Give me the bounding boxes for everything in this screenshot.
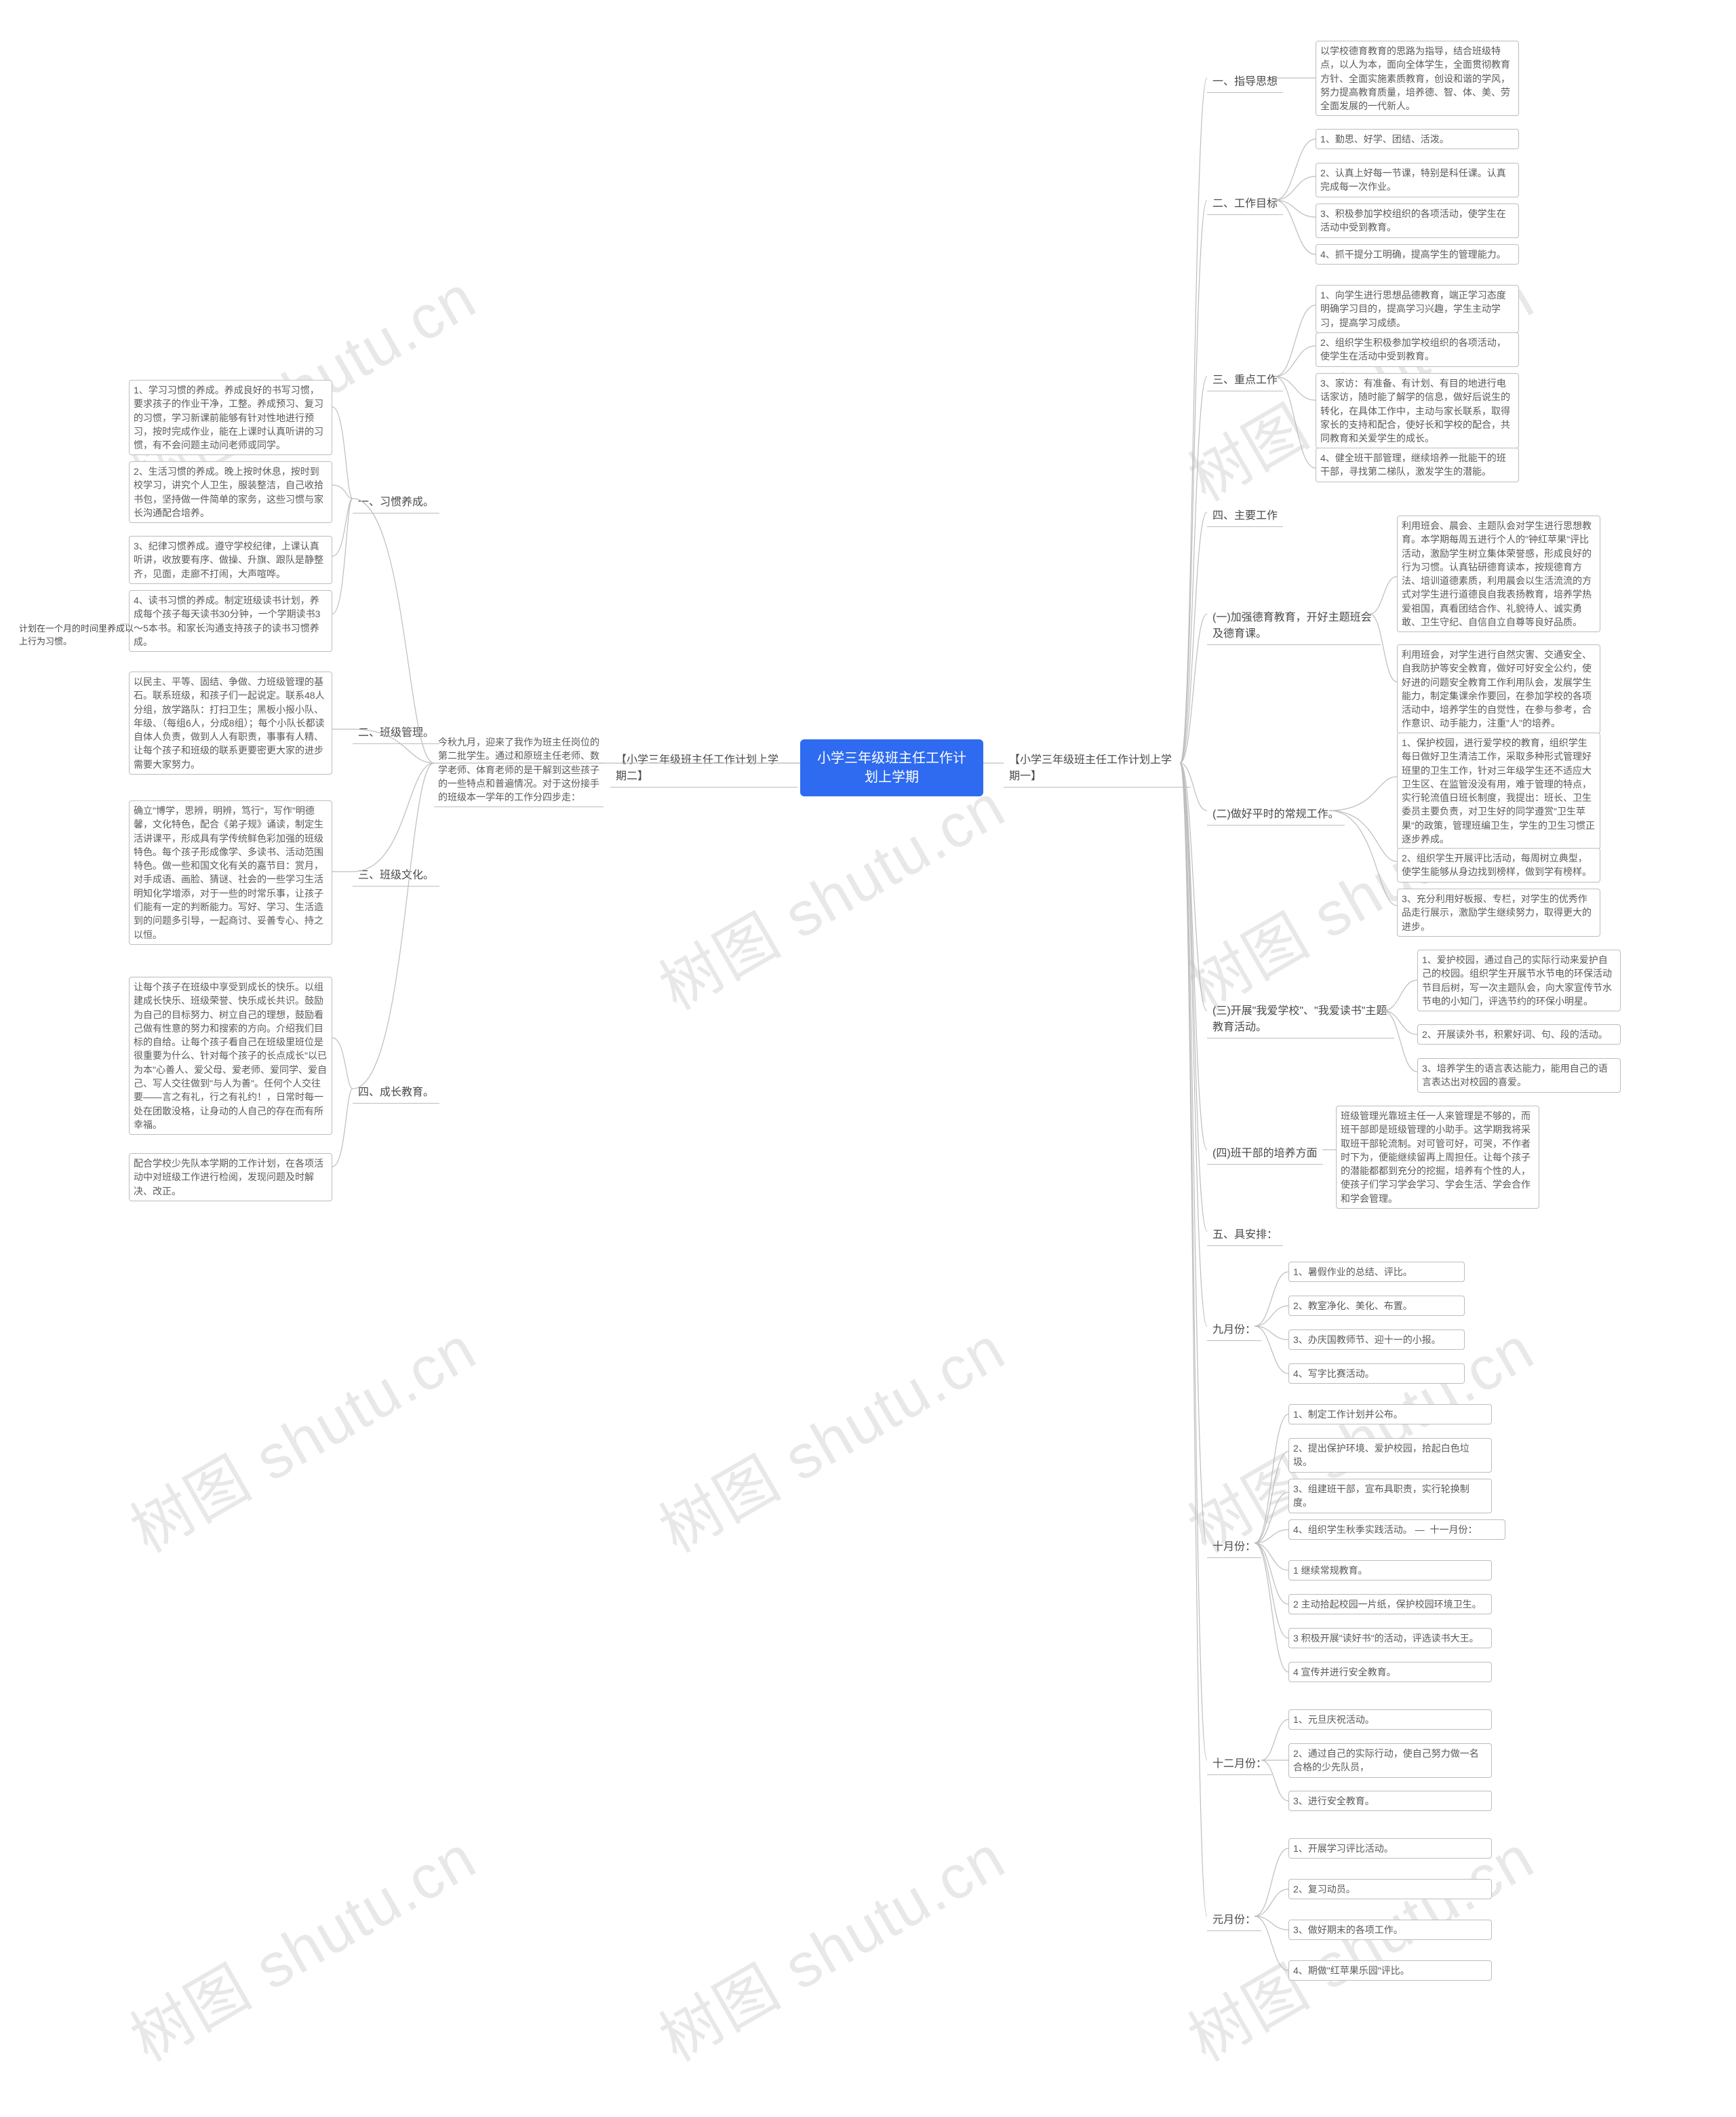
m9-label[interactable]: 九月份： xyxy=(1207,1316,1261,1341)
left-b1-item-0: 1、学习习惯的养成。养成良好的书写习惯，要求孩子的作业干净，工整。养成预习、复习… xyxy=(129,380,332,455)
left-b2[interactable]: 二、班级管理。 xyxy=(353,719,439,744)
r4a-i1: 利用班会，对学生进行自然灾害、交通安全、自我防护等安全教育，做好可好安全公约，使… xyxy=(1397,644,1600,734)
left-b4-item-0: 让每个孩子在班级中享受到成长的快乐。以组建成长快乐、班级荣誉、快乐成长共识。鼓励… xyxy=(129,977,332,1135)
m12-i1: 2、通过自己的实际行动，使自己努力做一名合格的少先队员， xyxy=(1288,1743,1492,1778)
m1-i1: 2、复习动员。 xyxy=(1288,1879,1492,1899)
r2-i0: 1、勤思、好学、团结、活泼。 xyxy=(1316,129,1519,149)
r2-i3: 4、抓干提分工明确，提高学生的管理能力。 xyxy=(1316,244,1519,265)
r1-text: 以学校德育教育的思路为指导，结合班级特点，以人为本，面向全体学生，全面贯彻教育方… xyxy=(1316,41,1519,116)
m1-i2: 3、做好期末的各项工作。 xyxy=(1288,1920,1492,1940)
r4c-i0: 1、爱护校园，通过自己的实际行动来爱护自己的校园。组织学生开展节水节电的环保活动… xyxy=(1417,950,1621,1011)
r4d-label[interactable]: (四)班干部的培养方面 xyxy=(1207,1140,1323,1165)
r2-label[interactable]: 二、工作目标 xyxy=(1207,190,1283,215)
left-b1-item-2: 3、纪律习惯养成。遵守学校纪律，上课认真听讲，收放要有序、做操、升旗、跟队是静整… xyxy=(129,536,332,584)
m10-i3: 4、组织学生秋季实践活动。 — 十一月份： xyxy=(1288,1519,1505,1540)
r4c-label[interactable]: (三)开展"我爱学校"、"我爱读书"主题教育活动。 xyxy=(1207,997,1394,1038)
r4b-i0: 1、保护校园，进行爱学校的教育，组织学生每日做好卫生清洁工作，采取多种形式管理好… xyxy=(1397,733,1600,849)
r3-i0: 1、向学生进行思想品德教育，端正学习态度明确学习目的，提高学习兴趣，学生主动学习… xyxy=(1316,285,1519,333)
r4c-i1: 2、开展读外书，积累好词、句、段的活动。 xyxy=(1417,1024,1621,1045)
left-b4-item-1: 配合学校少先队本学期的工作计划，在各项活动中对班级工作进行检阅，发现问题及时解决… xyxy=(129,1153,332,1201)
left-b1[interactable]: 一、习惯养成。 xyxy=(353,488,439,513)
left-conclusion: 计划在一个月的时间里养成以上行为习惯。 xyxy=(14,617,140,651)
m1-i0: 1、开展学习评比活动。 xyxy=(1288,1838,1492,1859)
m10-i1: 2、提出保护环境、爱护校园，拾起白色垃圾。 xyxy=(1288,1438,1492,1473)
left-parent[interactable]: 【小学三年级班主任工作计划上学 期二】 xyxy=(610,746,797,788)
watermark: 树图 shutu.cn xyxy=(641,758,1018,1026)
r2-i1: 2、认真上好每一节课，特别是科任课。认真完成每一次作业。 xyxy=(1316,163,1519,197)
left-b1-item-1: 2、生活习惯的养成。晚上按时休息，按时到校学习，讲究个人卫生，服装整洁，自己收拾… xyxy=(129,461,332,523)
left-b3[interactable]: 三、班级文化。 xyxy=(353,861,439,887)
r3-i1: 2、组织学生积极参加学校组织的各项活动，使学生在活动中受到教育。 xyxy=(1316,332,1519,367)
r4b-i1: 2、组织学生开展评比活动，每周树立典型，使学生能够从身边找到榜样，做到学有榜样。 xyxy=(1397,848,1600,882)
watermark: 树图 shutu.cn xyxy=(641,1300,1018,1569)
m12-i0: 1、元旦庆祝活动。 xyxy=(1288,1709,1492,1730)
watermark: 树图 shutu.cn xyxy=(641,1809,1018,2078)
left-intro: 今秋九月，迎来了我作为班主任岗位的第二批学生。通过和原班主任老师、数学老师、体育… xyxy=(434,733,604,807)
right-parent[interactable]: 【小学三年级班主任工作计划上学 期一】 xyxy=(1004,746,1191,788)
m10-i5: 2 主动拾起校园一片纸，保护校园环境卫生。 xyxy=(1288,1594,1492,1614)
m9-i3: 4、写字比赛活动。 xyxy=(1288,1363,1465,1384)
mindmap-canvas: { "meta": { "width": 2560, "height": 312… xyxy=(0,0,1736,2117)
r3-label[interactable]: 三、重点工作 xyxy=(1207,366,1283,391)
m12-i2: 3、进行安全教育。 xyxy=(1288,1791,1492,1811)
left-b1-item-3: 4、读书习惯的养成。制定班级读书计划，养成每个孩子每天读书30分钟，一个学期读书… xyxy=(129,590,332,652)
m9-i2: 3、办庆国教师节、迎十一的小报。 xyxy=(1288,1329,1465,1350)
r4b-i2: 3、充分利用好板报、专栏，对学生的优秀作品走行展示，激励学生继续努力，取得更大的… xyxy=(1397,889,1600,937)
r5-label[interactable]: 五、具安排： xyxy=(1207,1221,1283,1246)
m1-i3: 4、期做"红苹果乐园"评比。 xyxy=(1288,1960,1492,1981)
r4a-label[interactable]: (一)加强德育教育，开好主题班会及德育课。 xyxy=(1207,604,1381,645)
r2-i2: 3、积极参加学校组织的各项活动，使学生在活动中受到教育。 xyxy=(1316,203,1519,238)
r4c-i2: 3、培养学生的语言表达能力，能用自己的语言表达出对校园的喜爱。 xyxy=(1417,1058,1621,1093)
m10-i6: 3 积极开展"读好书"的活动，评选读书大王。 xyxy=(1288,1628,1492,1648)
r4a-i0: 利用班会、晨会、主题队会对学生进行思想教育。本学期每周五进行个人的"钟红苹果"评… xyxy=(1397,516,1600,632)
r3-i3: 4、健全班干部管理，继续培养一批能干的班干部，寻找第二梯队，激发学生的潜能。 xyxy=(1316,448,1519,482)
m12-label[interactable]: 十二月份： xyxy=(1207,1750,1272,1775)
watermark: 树图 shutu.cn xyxy=(112,1300,489,1569)
r4b-label[interactable]: (二)做好平时的常规工作。 xyxy=(1207,800,1345,826)
m10-i2: 3、组建班干部，宣布具职责，实行轮换制度。 xyxy=(1288,1479,1492,1513)
m1-label[interactable]: 元月份： xyxy=(1207,1906,1261,1931)
m10-i0: 1、制定工作计划并公布。 xyxy=(1288,1404,1492,1424)
m10-i7: 4 宣传并进行安全教育。 xyxy=(1288,1662,1492,1682)
m10-i4: 1 继续常规教育。 xyxy=(1288,1560,1492,1580)
m9-i1: 2、教室净化、美化、布置。 xyxy=(1288,1296,1465,1316)
r4-label[interactable]: 四、主要工作 xyxy=(1207,502,1283,527)
r1-label[interactable]: 一、指导思想 xyxy=(1207,68,1283,93)
root-node[interactable]: 小学三年级班主任工作计 划上学期 xyxy=(800,739,983,796)
r4d-text: 班级管理光靠班主任一人来管理是不够的，而班干部即是班级管理的小助手。这学期我将采… xyxy=(1336,1106,1539,1209)
m10-label[interactable]: 十月份： xyxy=(1207,1533,1261,1558)
watermark: 树图 shutu.cn xyxy=(112,1809,489,2078)
m9-i0: 1、暑假作业的总结、评比。 xyxy=(1288,1262,1465,1282)
left-b4[interactable]: 四、成长教育。 xyxy=(353,1079,439,1104)
r3-i2: 3、家访：有准备、有计划、有目的地进行电话家访，随时能了解学的信息，做好后说生的… xyxy=(1316,373,1519,448)
left-b2-item-0: 以民主、平等、固结、争做、力班级管理的基石。联系班级，和孩子们一起说定。联系48… xyxy=(129,672,332,775)
left-b3-item-0: 确立"博学，思辨，明辨，笃行"，写作"明德馨，文化特色，配合《弟子规》诵读，制定… xyxy=(129,800,332,945)
